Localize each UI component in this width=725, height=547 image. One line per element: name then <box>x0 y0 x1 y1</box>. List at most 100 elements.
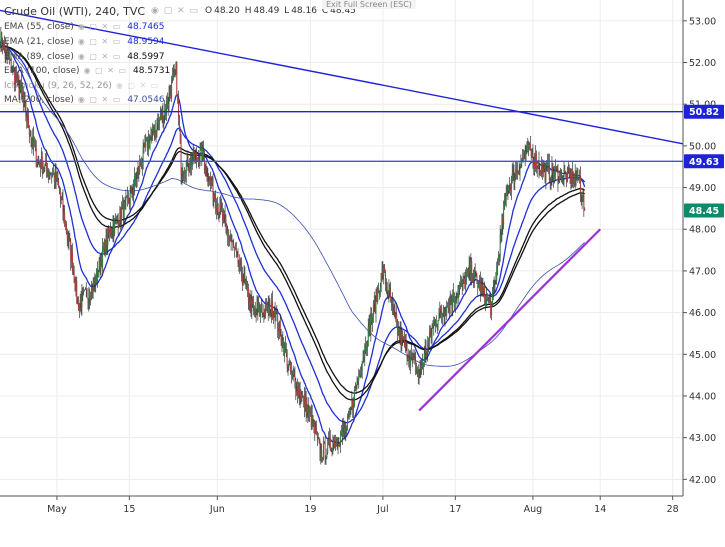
candle-body <box>258 304 260 311</box>
candle-body <box>276 311 278 313</box>
candle-body <box>122 203 124 219</box>
candle-body <box>183 172 185 174</box>
candle-body <box>201 145 203 161</box>
candle-body <box>284 344 286 352</box>
candle-body <box>177 95 179 98</box>
candle-body <box>179 130 181 144</box>
symbol-controls[interactable]: ◉ ▢ ✕ ▭ <box>151 6 200 16</box>
candle-body <box>421 368 423 370</box>
legend-row-ema-100[interactable]: EMA (100, close) ◉ ▢ ✕ ▭ 48.5731 <box>4 64 170 77</box>
candle-body <box>283 340 285 356</box>
candle-body <box>549 178 551 181</box>
candle-body <box>572 180 574 184</box>
candle-body <box>7 50 9 58</box>
candle-body <box>517 171 519 173</box>
candle-body <box>12 67 14 72</box>
candle-body <box>397 329 399 334</box>
candle-body <box>115 216 117 219</box>
candle-body <box>129 193 131 205</box>
candle-body <box>25 102 27 117</box>
candle-body <box>457 294 459 298</box>
candle-body <box>71 251 73 261</box>
candle-body <box>282 340 284 347</box>
candle-body <box>365 344 367 351</box>
legend-controls[interactable]: ◉ ▢ ✕ ▭ <box>77 95 122 104</box>
candle-body <box>458 288 460 298</box>
candle-body <box>311 415 313 428</box>
candle-body <box>117 219 119 227</box>
candle-body <box>424 348 426 354</box>
drawn-lines[interactable] <box>0 9 684 412</box>
candle-body <box>132 193 134 195</box>
candle-body <box>402 333 404 340</box>
candle-body <box>230 240 232 242</box>
legend-row-ema-89[interactable]: EMA (89, close) ◉ ▢ ✕ ▭ 48.5997 <box>4 50 165 63</box>
candle-body <box>244 274 246 281</box>
candle-body <box>511 172 513 179</box>
candle-body <box>288 363 290 368</box>
candle-body <box>83 290 85 292</box>
price-tag-label: 49.63 <box>689 157 719 168</box>
candle-body <box>272 301 274 319</box>
candle-body <box>394 310 396 315</box>
candle-body <box>416 368 418 373</box>
candle-body <box>33 146 35 147</box>
legend-row-ma-200[interactable]: MA (200, close) ◉ ▢ ✕ ▭ 47.0546 <box>4 93 165 106</box>
candle-body <box>178 97 180 117</box>
candle-body <box>509 184 511 186</box>
candle-body <box>127 197 129 203</box>
candle-body <box>105 234 107 255</box>
candle-body <box>219 203 221 215</box>
legend-controls[interactable]: ◉ ▢ ✕ ▭ <box>77 22 122 31</box>
candle-body <box>8 56 10 60</box>
candle-body <box>531 153 533 157</box>
high-label: H <box>244 6 252 16</box>
candle-body <box>514 177 516 183</box>
legend-controls[interactable]: ◉ ▢ ✕ ▭ <box>83 66 128 75</box>
candle-body <box>165 101 167 114</box>
candle-body <box>266 303 268 313</box>
candle-body <box>213 194 215 199</box>
candle-body <box>57 172 59 182</box>
candle-body <box>59 192 61 198</box>
candle-body <box>391 302 393 306</box>
symbol-title[interactable]: Crude Oil (WTI), 240, TVC <box>4 4 146 18</box>
legend-row-ema-55[interactable]: EMA (55, close) ◉ ▢ ✕ ▭ 48.7465 <box>4 20 165 33</box>
candle-body <box>247 287 249 302</box>
legend-row-ema-21[interactable]: EMA (21, close) ◉ ▢ ✕ ▭ 48.9594 <box>4 35 165 48</box>
candle-body <box>543 166 545 169</box>
candle-body <box>261 312 263 314</box>
ma-200-line <box>0 39 585 367</box>
candle-body <box>75 281 77 292</box>
candle-body <box>181 173 183 176</box>
candle-body <box>579 176 581 179</box>
candle-body <box>247 281 249 288</box>
candle-body <box>460 282 462 288</box>
legend-row-ichimoku[interactable]: Ichimoku (9, 26, 52, 26) ◉ ▢ ✕ ▭ <box>4 79 165 92</box>
candle-body <box>398 329 400 339</box>
candle-body <box>447 307 449 312</box>
candle-body <box>157 122 159 124</box>
legend-controls[interactable]: ◉ ▢ ✕ ▭ <box>77 37 122 46</box>
candle-body <box>352 400 354 408</box>
candle-body <box>186 154 188 162</box>
legend-controls[interactable]: ◉ ▢ ✕ ▭ <box>115 81 160 90</box>
candle-body <box>84 288 86 290</box>
price-axis-bg <box>683 0 725 543</box>
candle-body <box>200 145 202 150</box>
candle-body <box>227 229 229 237</box>
candle-body <box>270 312 272 317</box>
candle-body <box>541 163 543 175</box>
candle-body <box>171 81 173 98</box>
low-label: L <box>284 6 290 16</box>
candle-body <box>49 174 51 176</box>
legend-controls[interactable]: ◉ ▢ ✕ ▭ <box>77 52 122 61</box>
candle-body <box>28 128 30 136</box>
candle-body <box>156 122 158 134</box>
candle-body <box>27 115 29 121</box>
candle-body <box>551 163 553 182</box>
candle-body <box>109 228 111 233</box>
price-tag-label: 48.45 <box>689 206 719 217</box>
